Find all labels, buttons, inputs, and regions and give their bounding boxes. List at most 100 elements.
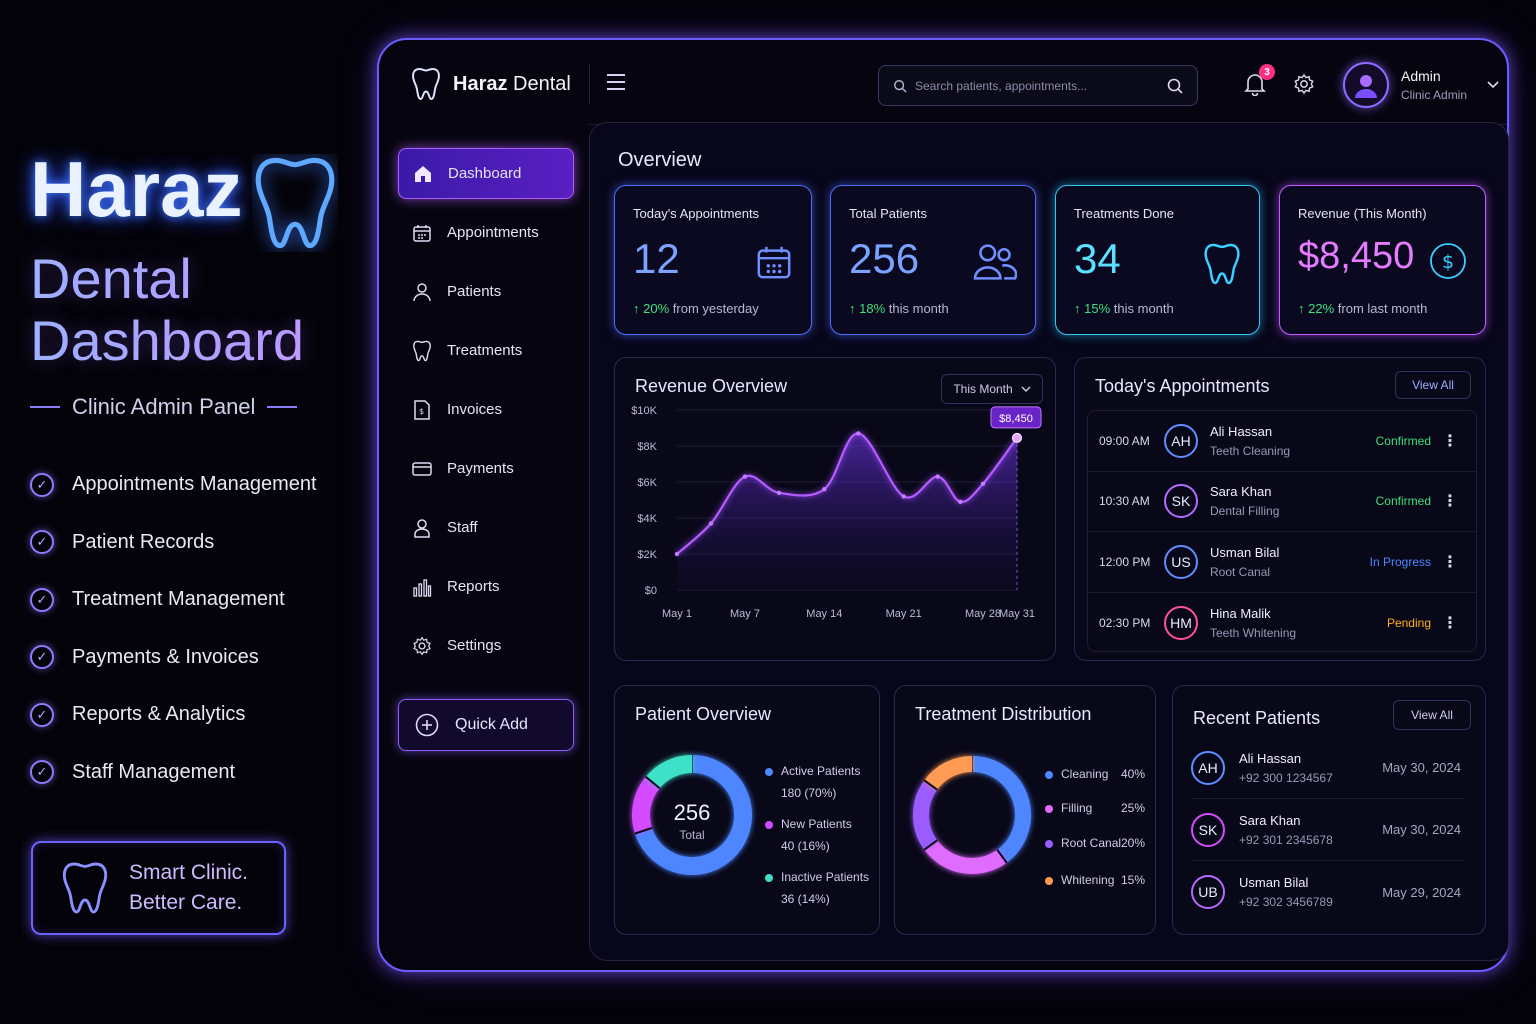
treatment-name: Teeth Cleaning (1210, 443, 1291, 458)
sidebar-item-treatments[interactable]: Treatments (398, 325, 574, 376)
card-title: Recent Patients (1193, 708, 1321, 728)
donut-total: 256 (673, 800, 711, 825)
card-icon (411, 458, 433, 480)
patient-name: Usman Bilal (1239, 875, 1309, 890)
settings-button[interactable] (1290, 70, 1318, 98)
sidebar-item-payments[interactable]: Payments (398, 443, 574, 494)
trend-up-icon: ↑ (1074, 301, 1085, 316)
data-point (856, 431, 861, 436)
treatment-donut-chart (913, 756, 1031, 874)
appointment-row[interactable]: 02:30 PM HM Hina Malik Teeth Whitening Pe… (1088, 593, 1476, 654)
data-point (822, 487, 827, 492)
feature-item: ✓ Payments & Invoices (30, 629, 350, 687)
notifications-button[interactable]: 3 (1241, 64, 1275, 98)
user-name: Admin (1401, 68, 1441, 84)
recent-patients-card: Recent Patients View All AH Ali Hassan +9… (1172, 685, 1486, 935)
treatment-name: Root Canal (1210, 564, 1271, 579)
data-point (958, 499, 963, 504)
topbar: Haraz Dental 3 Admin Clinic Admin (379, 40, 1507, 126)
view-all-appointments-button[interactable]: View All (1395, 371, 1471, 399)
more-options-icon[interactable]: ⋮ (1442, 493, 1458, 511)
legend-dot (1045, 804, 1053, 813)
donut-separator (645, 775, 661, 789)
quick-add-button[interactable]: Quick Add (398, 699, 574, 751)
sidebar-item-invoices[interactable]: $ Invoices (398, 384, 574, 435)
tooth-icon (62, 862, 108, 914)
stat-value: 12 (633, 235, 680, 282)
legend-label: Active Patients (781, 764, 861, 778)
stat-trend: ↑ 18% this month (849, 301, 949, 316)
trend-value: 20% (643, 301, 670, 316)
patient-phone: +92 302 3456789 (1239, 895, 1333, 909)
appointment-row[interactable]: 09:00 AM AH Ali Hassan Teeth Cleaning Con… (1088, 411, 1476, 472)
appointment-row[interactable]: 12:00 PM US Usman Bilal Root Canal In Pro… (1088, 532, 1476, 593)
search-submit-icon[interactable] (1167, 78, 1183, 94)
data-point (742, 474, 748, 479)
chevron-down-icon[interactable] (1487, 81, 1499, 89)
sidebar-item-settings[interactable]: Settings (398, 620, 574, 671)
more-options-icon[interactable]: ⋮ (1442, 432, 1458, 450)
feature-label: Payments & Invoices (72, 645, 259, 668)
sidebar-item-label: Appointments (447, 224, 539, 241)
sidebar-item-reports[interactable]: Reports (398, 561, 574, 612)
search-bar (878, 65, 1198, 106)
sidebar-item-patients[interactable]: Patients (398, 266, 574, 317)
legend-dot (1045, 770, 1053, 779)
x-tick-label: May 7 (730, 608, 760, 620)
recent-patient-row[interactable]: UB Usman Bilal +92 302 3456789 May 29, 20… (1191, 861, 1465, 923)
legend-value: 180 (70%) (781, 786, 837, 800)
appointment-row[interactable]: 10:30 AM SK Sara Khan Dental Filling Conf… (1088, 472, 1476, 532)
legend-dot (765, 873, 773, 882)
recent-patient-row[interactable]: AH Ali Hassan +92 300 1234567 May 30, 202… (1191, 737, 1465, 799)
status-badge: Confirmed (1375, 433, 1431, 448)
more-options-icon[interactable]: ⋮ (1442, 553, 1458, 571)
stat-card-patients[interactable]: Total Patients 256 ↑ 18% this month (830, 185, 1036, 335)
menu-toggle-icon[interactable] (607, 74, 625, 95)
chevron-down-icon (1021, 386, 1031, 392)
sidebar-item-staff[interactable]: Staff (398, 502, 574, 553)
brand-name: Haraz Dental (453, 73, 571, 96)
data-point (901, 494, 906, 499)
user-profile[interactable]: Admin Clinic Admin (1343, 62, 1499, 108)
stat-label: Total Patients (849, 206, 928, 221)
trend-up-icon: ↑ (1298, 301, 1309, 316)
donut-segment (913, 780, 938, 850)
avatar: AH (1164, 423, 1198, 458)
feature-item: ✓ Reports & Analytics (30, 686, 350, 744)
view-all-patients-button[interactable]: View All (1393, 700, 1471, 730)
patient-name: Ali Hassan (1210, 423, 1273, 439)
donut-segment (924, 756, 973, 791)
treatment-name: Teeth Whitening (1210, 625, 1297, 640)
status-badge: In Progress (1369, 554, 1431, 569)
sidebar-item-dashboard[interactable]: Dashboard (398, 148, 574, 199)
stat-card-treatments[interactable]: Treatments Done 34 ↑ 15% this month (1055, 185, 1260, 335)
revenue-overview-card: Revenue Overview This Month $0 $2K $4K $6K $… (614, 357, 1056, 661)
stat-card-revenue[interactable]: Revenue (This Month) $8,450 $ ↑ 22% from… (1279, 185, 1486, 335)
stat-card-appointments[interactable]: Today's Appointments 12 ↑ 20% from yeste… (614, 185, 812, 335)
avatar: US (1164, 544, 1198, 579)
legend-value: 40% (1120, 767, 1145, 781)
notification-badge: 3 (1259, 64, 1275, 80)
feature-item: ✓ Treatment Management (30, 571, 350, 629)
check-icon: ✓ (30, 702, 54, 727)
y-tick-label: $4K (637, 513, 657, 525)
sidebar-item-label: Dashboard (448, 165, 522, 182)
x-tick-label: May 14 (806, 608, 842, 620)
search-input[interactable] (915, 78, 1159, 93)
period-select[interactable]: This Month (941, 374, 1043, 404)
quick-add-label: Quick Add (455, 716, 528, 733)
card-title: Patient Overview (635, 704, 772, 724)
check-icon: ✓ (30, 472, 54, 497)
status-badge: Pending (1386, 615, 1431, 630)
more-options-icon[interactable]: ⋮ (1442, 614, 1458, 632)
brand[interactable]: Haraz Dental (411, 66, 571, 102)
stat-trend: ↑ 22% from last month (1298, 301, 1427, 316)
invoice-icon: $ (411, 399, 433, 421)
legend-dot (765, 820, 773, 829)
y-tick-label: $6K (637, 477, 657, 489)
legend-item: Cleaning 40% (1045, 767, 1145, 781)
sidebar-item-appointments[interactable]: Appointments (398, 207, 574, 258)
recent-patient-row[interactable]: SK Sara Khan +92 301 2345678 May 30, 2024 (1191, 799, 1465, 861)
feature-label: Treatment Management (72, 588, 285, 611)
legend-value: 40 (16%) (781, 839, 830, 853)
